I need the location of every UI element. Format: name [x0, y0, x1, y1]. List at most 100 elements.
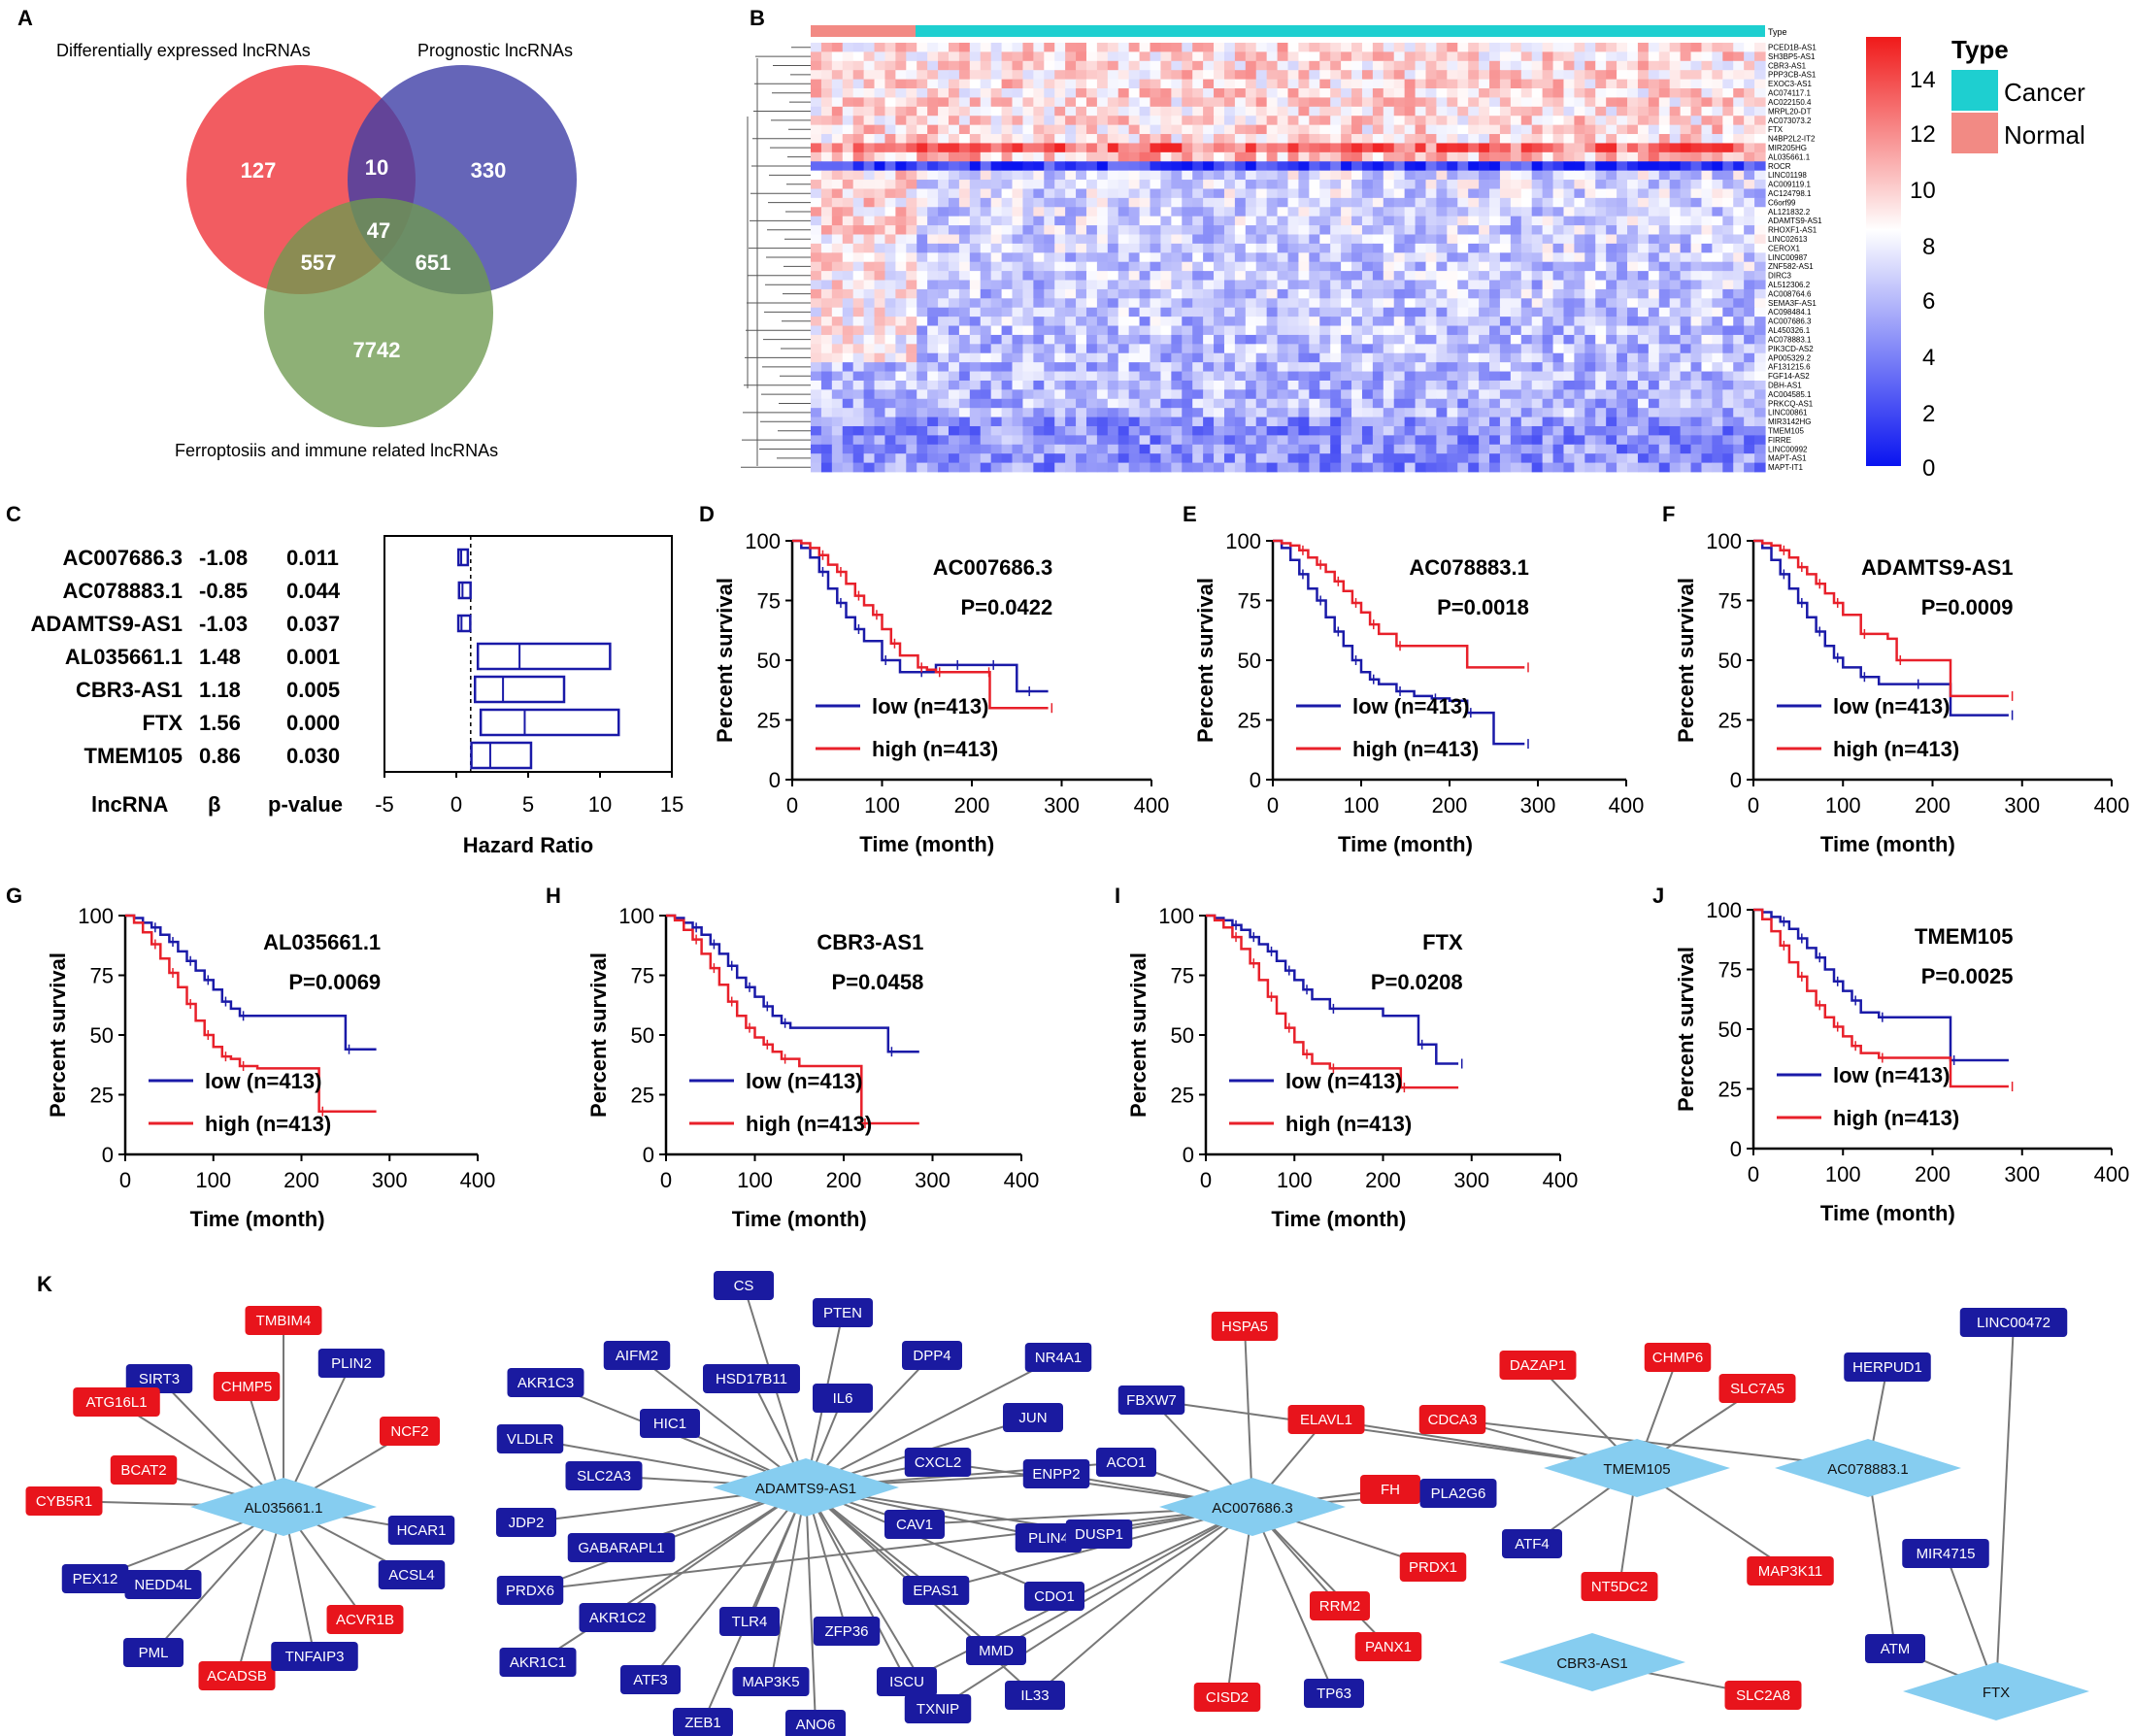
km-pvalue: P=0.0208 — [1371, 970, 1463, 994]
heatmap-cell — [1266, 180, 1279, 189]
heatmap-cell — [842, 234, 854, 245]
heatmap-cell — [1499, 243, 1512, 253]
heatmap-cell — [1479, 207, 1490, 217]
heatmap-cell — [884, 435, 896, 446]
heatmap-cell — [938, 180, 950, 189]
heatmap-cell — [884, 188, 896, 199]
heatmap-cell — [1033, 435, 1045, 446]
heatmap-cell — [1085, 352, 1098, 363]
heatmap-cell — [1563, 417, 1575, 427]
heatmap-cell — [990, 207, 1003, 217]
heatmap-cell — [1447, 462, 1458, 473]
heatmap-cell — [1457, 106, 1469, 117]
km-y-tick-label: 100 — [1225, 529, 1261, 553]
heatmap-cell — [1722, 243, 1734, 253]
heatmap-cell — [1223, 43, 1236, 52]
heatmap-cell — [1277, 352, 1289, 363]
heatmap-cell — [1287, 288, 1300, 299]
gene-label: ADAMTS9-AS1 — [1768, 217, 1822, 225]
heatmap-cell — [1690, 197, 1703, 208]
heatmap-cell — [1054, 408, 1066, 417]
heatmap-cell — [1542, 116, 1554, 126]
heatmap-cell — [1637, 161, 1650, 172]
heatmap-cell — [958, 161, 971, 172]
heatmap-cell — [1182, 234, 1193, 245]
heatmap-cell — [1351, 97, 1363, 108]
heatmap-cell — [842, 252, 854, 263]
gene-node-label: PLIN4 — [1028, 1530, 1069, 1547]
heatmap-cell — [884, 271, 896, 281]
heatmap-cell — [1617, 380, 1628, 390]
heatmap-cell — [1085, 371, 1098, 382]
heatmap-cell — [842, 216, 854, 226]
heatmap-cell — [1054, 170, 1066, 181]
gene-node — [673, 1708, 733, 1736]
heatmap-cell — [1606, 197, 1617, 208]
heatmap-cell — [1096, 334, 1109, 345]
heatmap-cell — [1223, 106, 1236, 117]
heatmap-cell — [1076, 362, 1087, 372]
heatmap-cell — [874, 417, 886, 427]
heatmap-cell — [1606, 216, 1617, 226]
heatmap-cell — [1319, 97, 1331, 108]
heatmap-cell — [1627, 352, 1639, 363]
heatmap-cell — [1203, 325, 1215, 336]
heatmap-cell — [1404, 425, 1417, 436]
heatmap-cell — [1171, 344, 1183, 354]
heatmap-cell — [1637, 216, 1650, 226]
heatmap-cell — [1617, 124, 1628, 135]
heatmap-cell — [917, 325, 928, 336]
heatmap-cell — [1182, 271, 1193, 281]
heatmap-cell — [1319, 280, 1331, 290]
heatmap-cell — [1584, 180, 1596, 189]
heatmap-cell — [863, 398, 876, 409]
heatmap-cell — [1182, 88, 1193, 98]
heatmap-cell — [1287, 344, 1300, 354]
heatmap-cell — [1595, 51, 1607, 62]
heatmap-cell — [1468, 43, 1480, 52]
heatmap-cell — [1351, 188, 1363, 199]
heatmap-cell — [1351, 334, 1363, 345]
heatmap-cell — [1234, 43, 1247, 52]
heatmap-cell — [1214, 134, 1225, 144]
heatmap-cell — [1054, 116, 1066, 126]
heatmap-cell — [969, 116, 982, 126]
heatmap-cell — [1160, 344, 1172, 354]
heatmap-cell — [1117, 151, 1130, 162]
heatmap-cell — [1117, 161, 1130, 172]
heatmap-cell — [1680, 243, 1692, 253]
heatmap-cell — [1744, 271, 1755, 281]
heatmap-cell — [1128, 307, 1141, 317]
heatmap-cell — [1139, 389, 1151, 400]
heatmap-cell — [1234, 207, 1247, 217]
heatmap-cell — [1627, 280, 1639, 290]
heatmap-cell — [1044, 371, 1055, 382]
heatmap-cell — [1447, 197, 1458, 208]
heatmap-cell — [917, 334, 928, 345]
heatmap-cell — [811, 344, 822, 354]
heatmap-cell — [1171, 334, 1183, 345]
gene-node-label: PLA2G6 — [1431, 1486, 1486, 1502]
km-y-tick-label: 75 — [1171, 964, 1194, 988]
heatmap-cell — [1690, 225, 1703, 235]
heatmap-cell — [1680, 134, 1692, 144]
heatmap-cell — [1563, 362, 1575, 372]
heatmap-cell — [927, 197, 939, 208]
heatmap-cell — [1203, 252, 1215, 263]
heatmap-cell — [1065, 134, 1077, 144]
heatmap-cell — [1733, 106, 1745, 117]
heatmap-cell — [990, 124, 1003, 135]
heatmap-cell — [1606, 462, 1617, 473]
heatmap-cell — [1309, 425, 1320, 436]
heatmap-cell — [811, 234, 822, 245]
heatmap-cell — [958, 371, 971, 382]
heatmap-cell — [1520, 425, 1533, 436]
heatmap-cell — [1479, 425, 1490, 436]
heatmap-cell — [1457, 79, 1469, 89]
heatmap-cell — [1076, 325, 1087, 336]
heatmap-cell — [1574, 124, 1585, 135]
heatmap-cell — [1192, 124, 1204, 135]
heatmap-cell — [1447, 151, 1458, 162]
heatmap-cell — [1223, 362, 1236, 372]
heatmap-cell — [1712, 252, 1723, 263]
